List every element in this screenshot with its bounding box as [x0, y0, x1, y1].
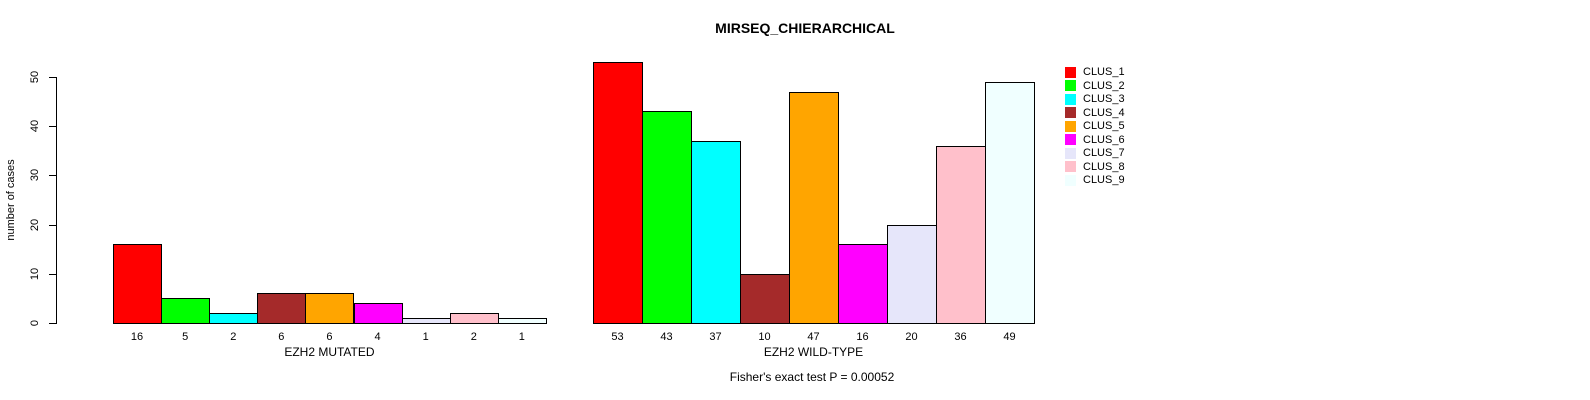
bar-value-label: 6 — [326, 331, 333, 343]
legend-swatch — [1065, 93, 1076, 105]
bar — [497, 318, 547, 324]
legend-swatch — [1065, 161, 1076, 172]
legend-item-label: CLUS_4 — [1083, 106, 1125, 119]
bar — [257, 293, 307, 324]
legend-swatch — [1065, 147, 1076, 159]
legend-item-label: CLUS_8 — [1083, 160, 1125, 173]
y-tick-label: 20 — [29, 218, 41, 231]
bar-value-label: 20 — [905, 331, 918, 343]
bar-value-label: 4 — [374, 331, 381, 343]
bar-value-label: 10 — [758, 331, 771, 343]
y-axis-tick — [49, 323, 56, 324]
bar-value-label: 43 — [660, 331, 673, 343]
legend-swatch — [1065, 80, 1076, 91]
legend-item-label: CLUS_9 — [1083, 174, 1125, 186]
bar — [305, 293, 355, 324]
bar-value-label: 2 — [470, 331, 477, 343]
bar — [353, 303, 403, 324]
y-axis-line — [56, 77, 57, 324]
bar — [113, 244, 163, 324]
y-tick-label: 40 — [29, 120, 41, 133]
bar-value-label: 1 — [422, 331, 429, 343]
bar — [740, 273, 790, 324]
legend-item-label: CLUS_6 — [1083, 133, 1125, 146]
bar — [789, 91, 839, 324]
bar — [593, 62, 643, 324]
bar — [401, 318, 451, 324]
bar-value-label: 49 — [1003, 331, 1016, 343]
bar-value-label: 16 — [856, 331, 869, 343]
legend-swatch — [1065, 66, 1076, 78]
legend-item-label: CLUS_2 — [1083, 79, 1125, 92]
legend-item-label: CLUS_7 — [1083, 147, 1125, 159]
x-axis-group-label: EZH2 WILD-TYPE — [763, 345, 864, 359]
chart-title: MIRSEQ_CHIERARCHICAL — [715, 20, 895, 36]
bar — [887, 224, 937, 324]
y-tick-label: 0 — [29, 319, 41, 327]
y-axis-tick — [49, 126, 56, 128]
y-tick-label: 10 — [29, 267, 41, 280]
bar — [642, 111, 692, 324]
legend-swatch — [1065, 134, 1076, 145]
legend-swatch — [1065, 174, 1076, 186]
legend-swatch — [1065, 120, 1076, 132]
y-axis-tick — [49, 224, 56, 226]
y-axis-tick — [49, 77, 56, 78]
bar — [838, 244, 888, 324]
y-axis-title: number of cases — [5, 159, 17, 241]
bar-value-label: 16 — [130, 331, 144, 343]
bar — [161, 298, 211, 324]
bar — [691, 140, 741, 324]
legend-item-label: CLUS_3 — [1083, 93, 1125, 105]
bar — [985, 81, 1035, 324]
y-tick-label: 30 — [29, 169, 41, 182]
bar-value-label: 6 — [278, 331, 285, 343]
annotation-text: Fisher's exact test P = 0.00052 — [729, 370, 895, 384]
bar-value-label: 36 — [954, 331, 967, 343]
bar — [936, 145, 986, 324]
bar-value-label: 2 — [230, 331, 237, 343]
legend-swatch — [1065, 107, 1076, 118]
legend-item-label: CLUS_5 — [1083, 120, 1125, 132]
bar-value-label: 53 — [611, 331, 624, 343]
x-axis-group-label: EZH2 MUTATED — [284, 345, 375, 359]
y-tick-label: 50 — [29, 70, 41, 84]
bar-value-label: 1 — [518, 331, 525, 343]
y-axis-tick — [49, 273, 56, 275]
bar-value-label: 47 — [807, 331, 820, 343]
legend-item-label: CLUS_1 — [1083, 66, 1125, 78]
bar-value-label: 37 — [709, 331, 722, 343]
bar — [209, 313, 259, 324]
y-axis-tick — [49, 175, 56, 177]
bar-value-label: 5 — [182, 331, 189, 343]
bar — [449, 313, 499, 324]
